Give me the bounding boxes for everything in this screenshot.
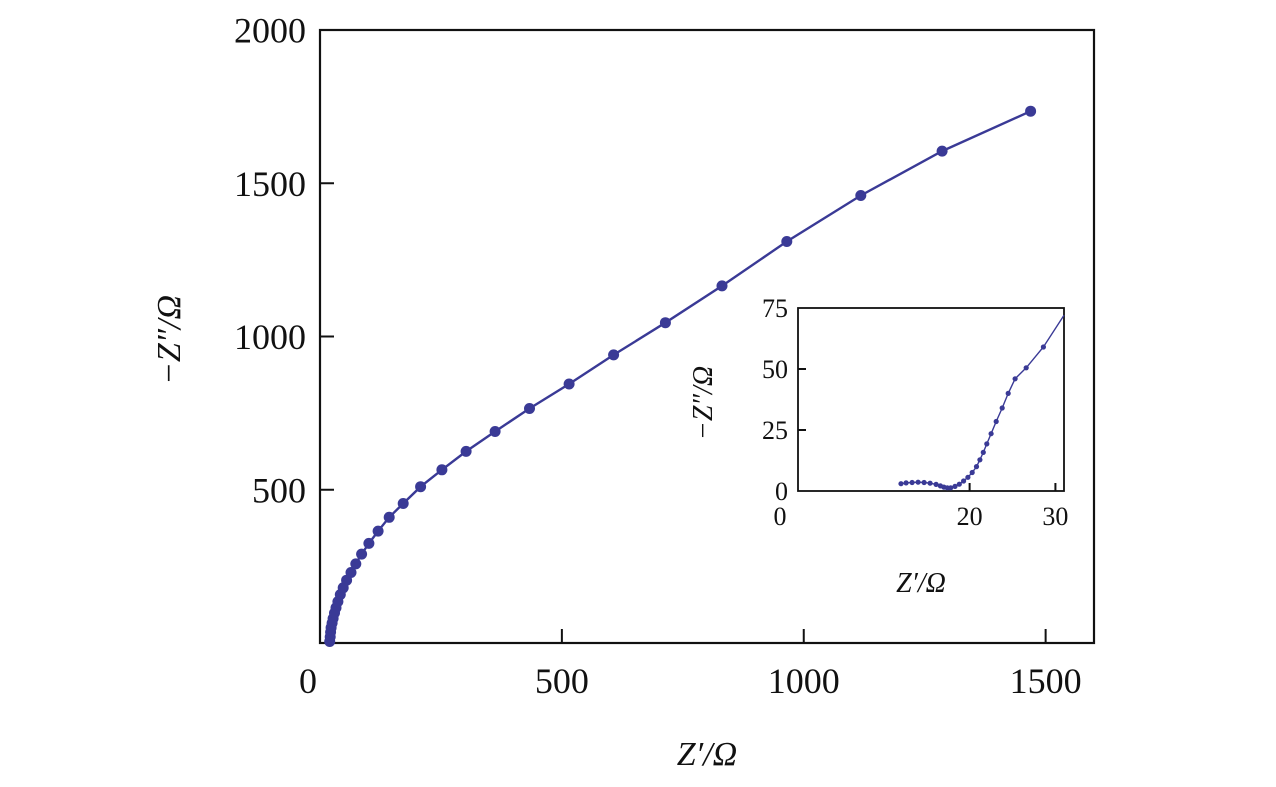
main-axis-ticks (320, 182, 1047, 643)
inset-data-point (915, 479, 921, 485)
main-data-point (563, 378, 575, 390)
main-data-point (372, 525, 384, 537)
inset-y-tick-label: 75 (762, 294, 788, 323)
inset-data-point (973, 464, 980, 470)
main-data-point (855, 190, 867, 201)
inset-tick-labels: 0 20 30 0 25 50 75 (762, 294, 1068, 531)
inset-plot: 0 20 30 0 25 50 75 Z′/Ω −Z″/Ω (688, 294, 1068, 599)
main-y-tick-label: 2000 (234, 11, 306, 51)
main-x-axis-title: Z′/Ω (677, 736, 737, 773)
inset-plot-frame (797, 307, 1065, 492)
main-data-point (415, 481, 427, 493)
inset-data-point (898, 481, 904, 487)
main-data-point (350, 558, 362, 570)
inset-data-point (1012, 376, 1018, 382)
main-data-point (345, 567, 357, 578)
inset-data-point (1005, 390, 1011, 396)
inset-axis-ticks (798, 368, 1057, 491)
main-x-tick-label: 500 (535, 661, 589, 701)
inset-data-point (965, 474, 971, 480)
inset-y-axis-title: −Z″/Ω (688, 366, 719, 440)
main-data-point (460, 445, 472, 457)
inset-data-point (921, 479, 927, 486)
main-data-point (716, 280, 728, 292)
main-y-axis-title: −Z″/Ω (151, 295, 188, 385)
inset-x-axis-title: Z′/Ω (896, 568, 946, 599)
inset-data-point (999, 405, 1005, 411)
main-data-point (524, 403, 535, 414)
inset-data-point (988, 431, 994, 437)
inset-data-point (903, 480, 909, 486)
main-data-point (356, 548, 368, 560)
inset-data-point (1040, 344, 1046, 350)
inset-x-tick-label: 0 (774, 502, 787, 531)
main-data-point (489, 426, 501, 437)
inset-data-point (956, 481, 962, 487)
main-data-point (383, 511, 395, 523)
inset-data-point (993, 418, 999, 425)
inset-series-line (900, 314, 1065, 489)
main-y-tick-label: 1500 (234, 164, 306, 204)
inset-data-point (984, 441, 990, 447)
inset-data-point (909, 479, 915, 486)
inset-data-point (927, 480, 933, 486)
inset-y-tick-label: 50 (762, 355, 788, 384)
main-data-point (363, 537, 375, 549)
main-y-tick-label: 1000 (234, 317, 306, 357)
inset-data-point (980, 449, 986, 455)
main-x-tick-label: 1500 (1010, 661, 1082, 701)
main-y-tick-label: 500 (252, 470, 306, 510)
main-x-tick-label: 0 (299, 661, 317, 701)
main-data-point (1025, 105, 1037, 117)
inset-data-point (933, 481, 939, 487)
inset-x-tick-label: 20 (957, 502, 983, 531)
inset-data-point (1023, 365, 1029, 371)
inset-series-points (898, 344, 1046, 491)
inset-data-point (977, 457, 983, 463)
inset-data-point (969, 469, 975, 476)
main-data-point (936, 145, 948, 157)
main-data-point (397, 498, 409, 509)
inset-y-tick-label: 0 (775, 477, 788, 506)
main-data-point (436, 464, 448, 476)
inset-data-point (948, 485, 954, 491)
main-data-point (659, 317, 671, 329)
inset-data-point (961, 478, 967, 484)
inset-data-point (952, 483, 958, 489)
main-data-point (781, 236, 793, 247)
inset-y-tick-label: 25 (762, 416, 788, 445)
main-series-points (324, 105, 1037, 647)
main-data-point (608, 349, 620, 361)
inset-x-tick-label: 30 (1042, 502, 1068, 531)
main-x-tick-label: 1000 (768, 661, 840, 701)
